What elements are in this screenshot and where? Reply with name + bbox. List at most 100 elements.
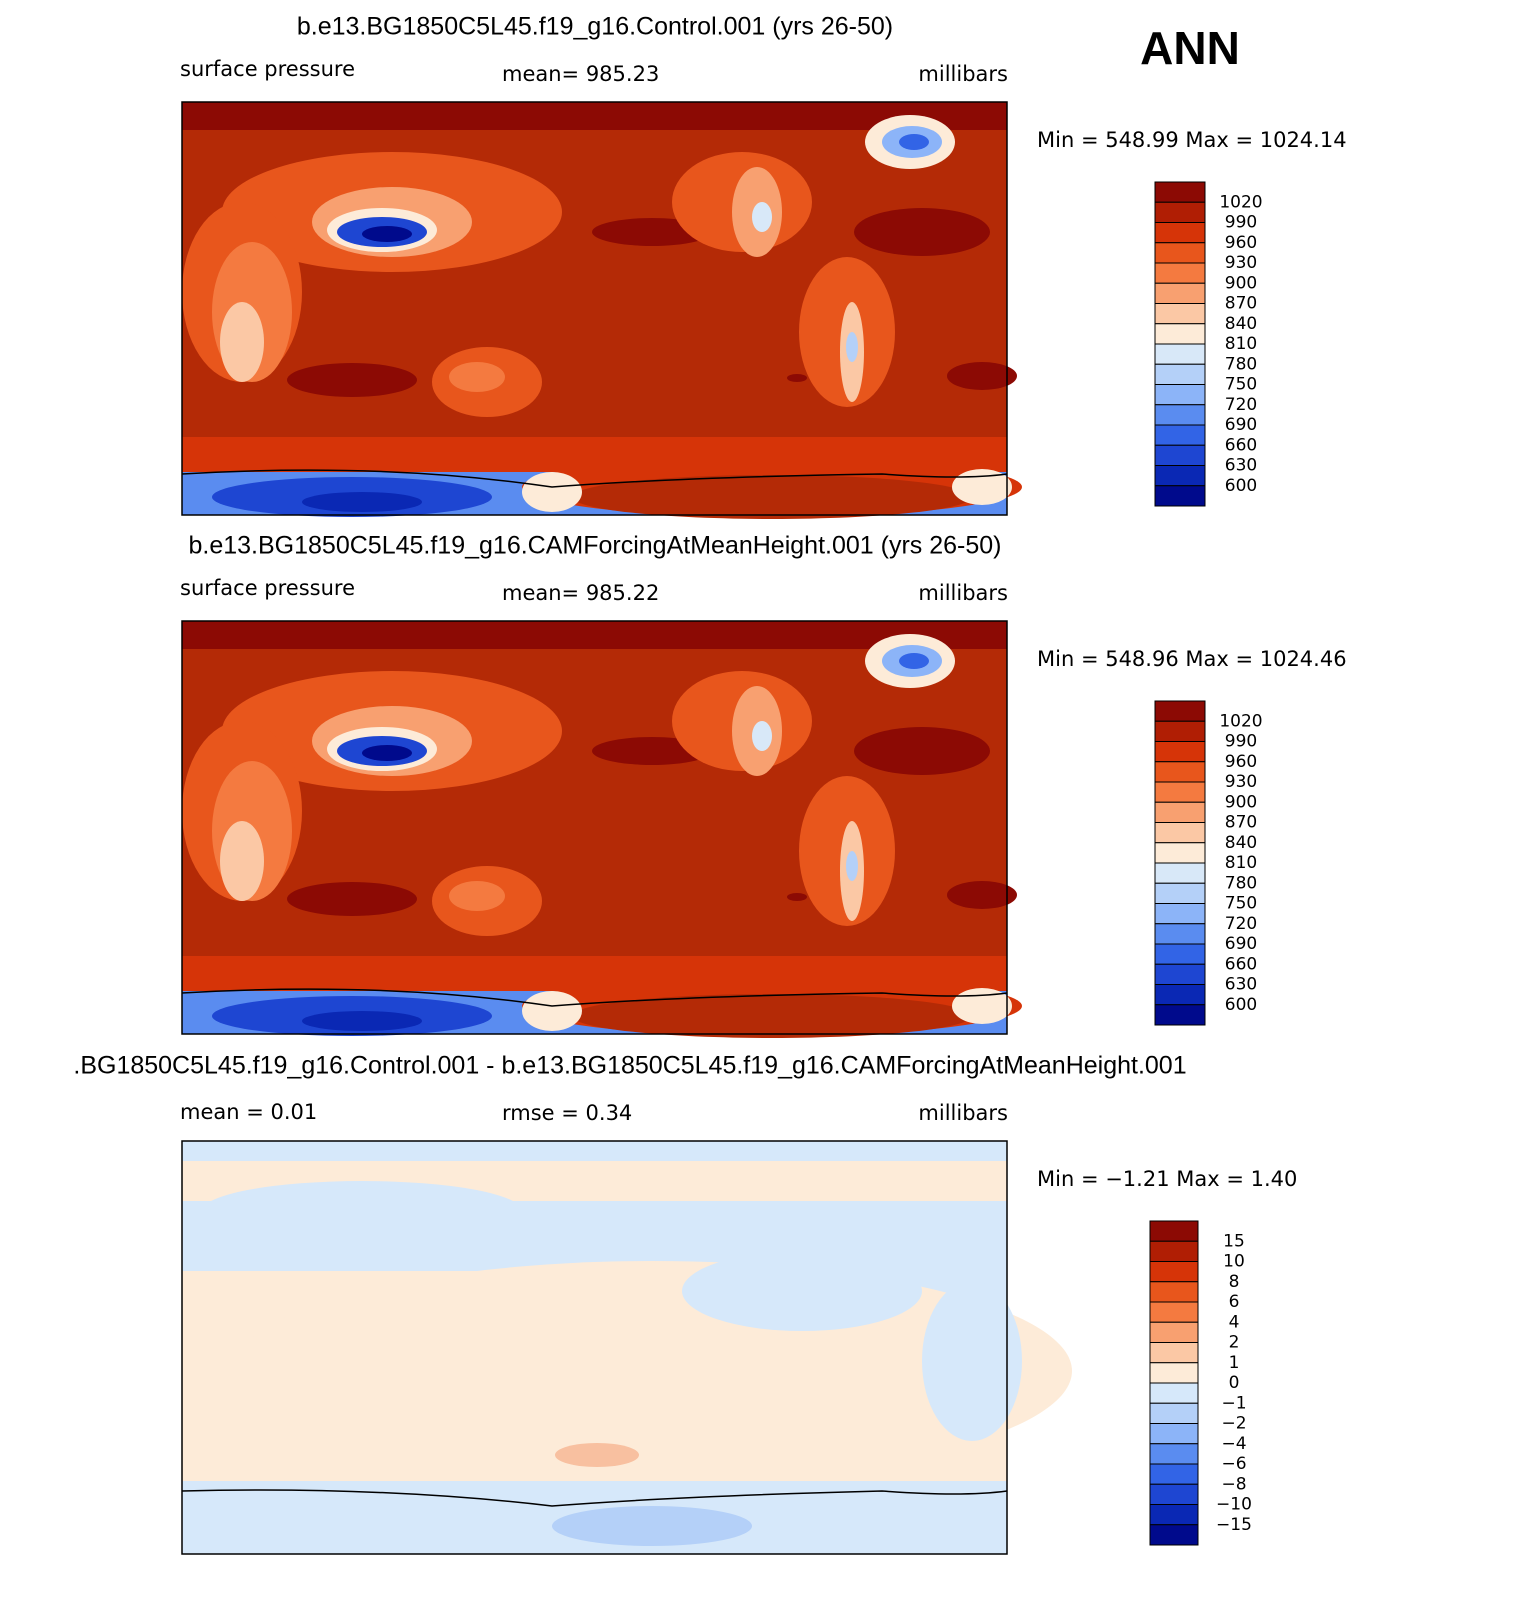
right-label: millibars bbox=[918, 1101, 1008, 1125]
colorbar-box bbox=[1154, 444, 1206, 466]
coastline bbox=[181, 469, 1008, 488]
colorbar-box bbox=[1154, 720, 1206, 742]
colorbar-box bbox=[1154, 862, 1206, 884]
colorbar-label: 960 bbox=[1225, 233, 1257, 253]
colorbar-label: −15 bbox=[1216, 1515, 1252, 1535]
colorbar-label: 690 bbox=[1225, 934, 1257, 954]
colorbar-label: −10 bbox=[1216, 1495, 1252, 1515]
colorbar-label: 900 bbox=[1225, 792, 1257, 812]
colorbar-box bbox=[1154, 262, 1206, 284]
colorbar-box bbox=[1149, 1443, 1199, 1465]
panel-title: b.e13.BG1850C5L45.f19_g16.CAMForcingAtMe… bbox=[189, 532, 1002, 560]
colorbar-box bbox=[1149, 1281, 1199, 1303]
map-region bbox=[522, 991, 582, 1031]
colorbar-box bbox=[1154, 222, 1206, 244]
colorbar-box bbox=[1154, 424, 1206, 446]
map-region bbox=[572, 994, 972, 1038]
right-label: millibars bbox=[918, 581, 1008, 605]
colorbar-box bbox=[1154, 323, 1206, 345]
colorbar-box bbox=[1149, 1342, 1199, 1364]
colorbar-box bbox=[1154, 923, 1206, 945]
colorbar-label: 600 bbox=[1225, 995, 1257, 1015]
map bbox=[181, 1141, 1072, 1554]
map-region bbox=[202, 1181, 522, 1241]
colorbar-label: 810 bbox=[1225, 853, 1257, 873]
panel: b.e13.BG1850C5L45.f19_g16.CAMForcingAtMe… bbox=[180, 532, 1347, 1038]
colorbar-box bbox=[1149, 1524, 1199, 1546]
colorbar-label: −6 bbox=[1221, 1454, 1246, 1474]
right-label: millibars bbox=[918, 62, 1008, 86]
colorbar-box bbox=[1154, 485, 1206, 507]
map-region bbox=[947, 881, 1017, 909]
map-frame bbox=[181, 101, 1008, 516]
colorbar-box bbox=[1154, 903, 1206, 925]
colorbar-label: 750 bbox=[1225, 375, 1257, 395]
colorbar-box bbox=[1154, 882, 1206, 904]
map-region bbox=[362, 226, 412, 242]
colorbar-box bbox=[1154, 303, 1206, 325]
colorbar-label: 4 bbox=[1229, 1312, 1240, 1332]
map-region bbox=[682, 1251, 922, 1331]
colorbar-box bbox=[1154, 963, 1206, 985]
colorbar-box bbox=[1154, 343, 1206, 365]
colorbar-box bbox=[1154, 282, 1206, 304]
colorbar-box bbox=[1154, 984, 1206, 1006]
left-label: surface pressure bbox=[180, 57, 355, 81]
left-label: surface pressure bbox=[180, 576, 355, 600]
min-max: Min = −1.21 Max = 1.40 bbox=[1037, 1167, 1297, 1191]
map-region bbox=[287, 882, 417, 916]
colorbar-label: 1020 bbox=[1219, 711, 1262, 731]
map-region bbox=[899, 653, 929, 669]
map-region bbox=[854, 727, 990, 775]
colorbar-label: 870 bbox=[1225, 294, 1257, 314]
colorbar-box bbox=[1154, 761, 1206, 783]
colorbar-label: 870 bbox=[1225, 813, 1257, 833]
colorbar-label: 10 bbox=[1223, 1252, 1245, 1272]
colorbar-label: 2 bbox=[1229, 1333, 1240, 1353]
colorbar-box bbox=[1154, 801, 1206, 823]
colorbar-label: 990 bbox=[1225, 732, 1257, 752]
colorbar-label: 660 bbox=[1225, 435, 1257, 455]
colorbar-box bbox=[1149, 1423, 1199, 1445]
colorbar-box bbox=[1154, 741, 1206, 763]
colorbar-label: 720 bbox=[1225, 914, 1257, 934]
map-region bbox=[449, 881, 505, 911]
map-region bbox=[787, 893, 807, 901]
center-label: mean= 985.23 bbox=[502, 62, 659, 86]
colorbar-box bbox=[1154, 201, 1206, 223]
map-region bbox=[752, 721, 772, 751]
colorbar-box bbox=[1149, 1362, 1199, 1384]
map-region bbox=[787, 374, 807, 382]
panel-title: .BG1850C5L45.f19_g16.Control.001 - b.e13… bbox=[73, 1052, 1186, 1080]
colorbar-label: −2 bbox=[1221, 1414, 1246, 1434]
colorbar-box bbox=[1154, 363, 1206, 385]
colorbar-label: 1 bbox=[1229, 1353, 1240, 1373]
map-region bbox=[846, 851, 858, 881]
colorbar-box bbox=[1149, 1463, 1199, 1485]
colorbar-box bbox=[1154, 943, 1206, 965]
map-region bbox=[182, 102, 1007, 130]
map-region bbox=[182, 621, 1007, 649]
min-max: Min = 548.96 Max = 1024.46 bbox=[1037, 647, 1347, 671]
colorbar-box bbox=[1149, 1483, 1199, 1505]
colorbar-box bbox=[1149, 1301, 1199, 1323]
map bbox=[181, 102, 1022, 519]
colorbar-label: 840 bbox=[1225, 833, 1257, 853]
colorbar-box bbox=[1149, 1240, 1199, 1262]
colorbar-label: 630 bbox=[1225, 975, 1257, 995]
colorbar-label: 720 bbox=[1225, 395, 1257, 415]
map-region bbox=[952, 988, 1012, 1024]
map-region bbox=[947, 362, 1017, 390]
colorbar-box bbox=[1154, 1004, 1206, 1026]
colorbar-box bbox=[1149, 1504, 1199, 1526]
colorbar-box bbox=[1149, 1402, 1199, 1424]
map-region bbox=[220, 821, 264, 901]
center-label: rmse = 0.34 bbox=[502, 1101, 632, 1125]
coastline bbox=[181, 1489, 1008, 1507]
colorbar-label: 780 bbox=[1225, 873, 1257, 893]
colorbar-label: 600 bbox=[1225, 476, 1257, 496]
colorbar-box bbox=[1154, 181, 1206, 203]
colorbar-label: −8 bbox=[1221, 1474, 1246, 1494]
colorbar-label: 0 bbox=[1229, 1373, 1240, 1393]
colorbar-box bbox=[1154, 700, 1206, 722]
